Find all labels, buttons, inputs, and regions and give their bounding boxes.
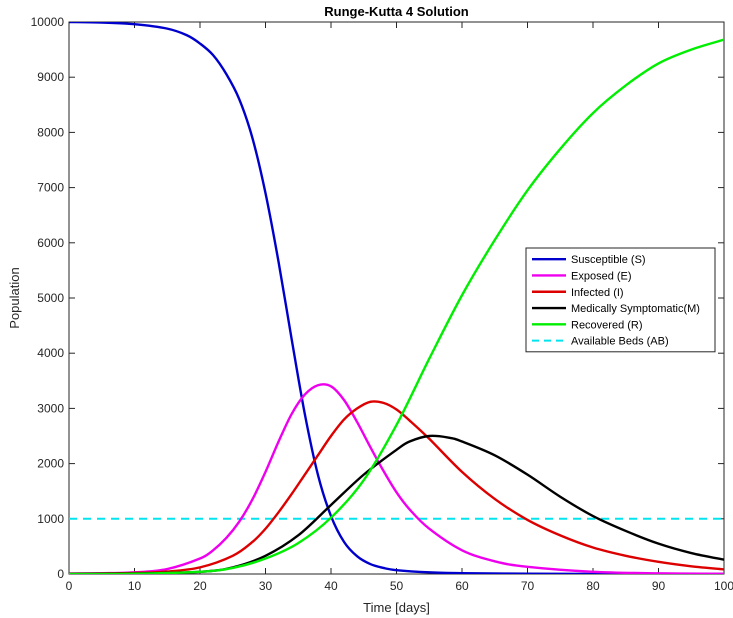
y-tick-label: 4000: [37, 346, 64, 360]
x-tick-label: 20: [193, 579, 207, 593]
chart-title: Runge-Kutta 4 Solution: [324, 4, 468, 19]
y-tick-label: 10000: [31, 15, 65, 29]
y-tick-label: 8000: [37, 125, 64, 139]
series-line-susceptible-s: [69, 22, 724, 574]
x-tick-label: 30: [259, 579, 273, 593]
legend-label: Infected (I): [571, 287, 624, 299]
x-tick-label: 70: [521, 579, 535, 593]
y-tick-label: 1000: [37, 512, 64, 526]
legend-box: [525, 247, 716, 353]
legend-label: Exposed (E): [571, 270, 632, 282]
x-tick-label: 10: [128, 579, 142, 593]
y-tick-label: 5000: [37, 291, 64, 305]
x-tick-label: 50: [390, 579, 404, 593]
series-line-recovered-r: [69, 38, 724, 574]
legend-label: Available Beds (AB): [571, 336, 669, 348]
y-tick-label: 9000: [37, 70, 64, 84]
series-line-infected-i: [69, 400, 724, 574]
y-tick-label: 2000: [37, 457, 64, 471]
legend-label: Medically Symptomatic(M): [571, 303, 700, 315]
x-tick-label: 40: [324, 579, 338, 593]
x-tick-label: 80: [586, 579, 600, 593]
x-axis-label: Time [days]: [363, 600, 430, 615]
legend: Susceptible (S) Exposed (E) Infected (I) Me…: [525, 247, 716, 353]
y-tick-label: 7000: [37, 181, 64, 195]
x-tick-label: 100: [714, 579, 733, 593]
x-tick-label: 90: [652, 579, 666, 593]
y-axis-label: Population: [7, 267, 22, 328]
legend-label: Susceptible (S): [571, 254, 646, 266]
y-tick-label: 6000: [37, 236, 64, 250]
x-tick-label: 60: [455, 579, 469, 593]
x-tick-label: 0: [66, 579, 73, 593]
legend-label: Recovered (R): [571, 319, 643, 331]
y-tick-label: 3000: [37, 401, 64, 415]
series-line-exposed-e: [69, 383, 724, 574]
y-tick-label: 0: [57, 567, 64, 581]
